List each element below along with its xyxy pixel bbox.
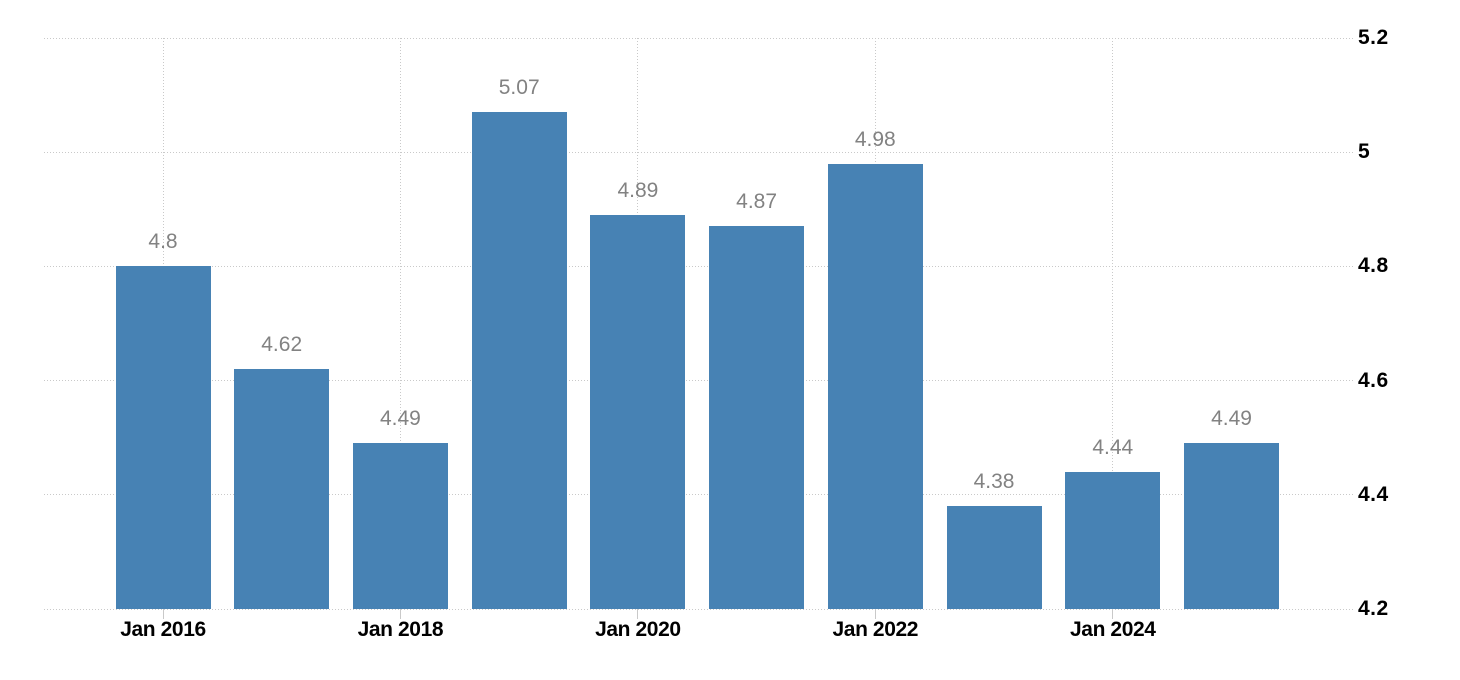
bar[interactable] [1065, 472, 1161, 609]
x-axis-tick [874, 609, 876, 619]
bar[interactable] [590, 215, 686, 609]
bar[interactable] [1184, 443, 1279, 609]
x-axis-tick-label: Jan 2020 [595, 618, 681, 641]
x-axis-tick-label: Jan 2018 [357, 618, 444, 641]
x-axis-tick [162, 609, 164, 619]
bar-value-label: 4.8 [148, 230, 178, 254]
bar-value-label: 4.89 [617, 179, 659, 202]
bar-value-label: 4.87 [736, 190, 778, 214]
x-axis-tick-label: Jan 2024 [1070, 618, 1156, 641]
y-axis-tick-label: 5.2 [1358, 26, 1389, 49]
bar-value-label: 4.38 [973, 470, 1015, 494]
v-gridline [1112, 38, 1114, 609]
y-axis-tick-label: 4.6 [1358, 368, 1389, 392]
bar[interactable] [709, 226, 805, 609]
x-axis-tick [637, 609, 639, 619]
bar-value-label: 5.07 [498, 76, 540, 100]
y-axis-tick-label: 5 [1358, 140, 1371, 164]
h-gridline [44, 380, 1354, 382]
x-axis-tick [399, 609, 401, 619]
x-axis-tick [1112, 609, 1114, 619]
y-axis-tick-label: 4.4 [1358, 482, 1389, 506]
h-gridline [44, 494, 1354, 496]
bar[interactable] [352, 443, 448, 609]
bar[interactable] [115, 266, 211, 609]
x-axis-tick-label: Jan 2016 [120, 618, 206, 641]
bar[interactable] [471, 112, 567, 609]
y-axis-tick-label: 4.8 [1358, 254, 1389, 278]
bar-value-label: 4.49 [379, 407, 421, 431]
bar-value-label: 4.44 [1092, 436, 1134, 459]
h-gridline [44, 265, 1354, 267]
h-gridline [44, 608, 1354, 610]
h-gridline [44, 37, 1354, 39]
bar[interactable] [234, 369, 330, 609]
y-axis-tick-label: 4.2 [1358, 597, 1389, 620]
x-axis-tick-label: Jan 2022 [832, 618, 919, 641]
v-gridline [399, 38, 401, 609]
h-gridline [44, 151, 1354, 153]
bar[interactable] [827, 163, 923, 609]
bar-value-label: 4.62 [261, 333, 303, 357]
bar-value-label: 4.49 [1211, 407, 1252, 431]
bar[interactable] [946, 506, 1042, 609]
bar-value-label: 4.98 [854, 127, 896, 151]
